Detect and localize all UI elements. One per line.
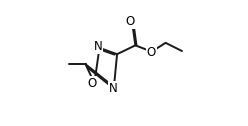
Text: O: O — [125, 15, 135, 28]
Text: N: N — [109, 82, 118, 95]
Text: N: N — [94, 40, 102, 53]
Text: O: O — [147, 46, 156, 59]
Text: O: O — [87, 77, 96, 90]
